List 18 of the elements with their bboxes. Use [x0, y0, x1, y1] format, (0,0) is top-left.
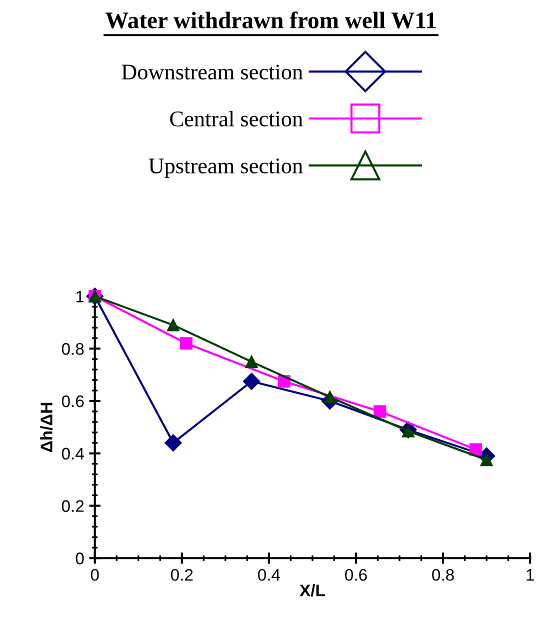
y-tick-label: 1 — [76, 290, 84, 302]
x-tick-label: 0.2 — [170, 568, 193, 581]
y-tick-label: 0.2 — [62, 500, 84, 512]
legend-label: Downstream section — [122, 64, 303, 80]
y-tick-label: 0 — [76, 552, 84, 564]
chart-title: Water withdrawn from well W11 — [105, 12, 436, 28]
y-axis-title: Δh/ΔH — [40, 402, 53, 452]
x-tick-label: 0 — [90, 568, 99, 581]
x-tick-label: 0.8 — [432, 568, 454, 581]
x-tick-label: 0.4 — [258, 568, 280, 581]
x-tick-label: 0.6 — [345, 568, 367, 581]
y-tick-label: 0.8 — [62, 343, 84, 355]
x-tick-label: 1 — [526, 569, 534, 581]
x-axis-title: X/L — [300, 584, 325, 596]
y-tick-label: 0.6 — [62, 395, 84, 408]
legend-label: Central section — [170, 110, 303, 126]
y-tick-label: 0.4 — [62, 448, 84, 460]
legend-label: Upstream section — [148, 158, 303, 178]
